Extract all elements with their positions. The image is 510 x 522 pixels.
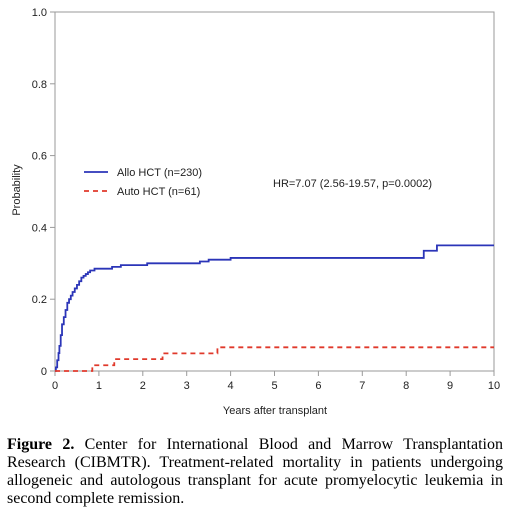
survival-chart: 0 0.2 0.4 0.6 0.8 1.0 0 1 2 3 4 5 6 7 8 9 10 Probabilit… xyxy=(11,7,500,417)
y-axis-label: Probability xyxy=(11,164,23,216)
y-tick-label: 0.8 xyxy=(32,79,47,91)
x-tick-label: 0 xyxy=(52,380,58,392)
y-tick-label: 0.6 xyxy=(32,151,47,163)
x-tick-label: 1 xyxy=(96,380,102,392)
x-tick-label: 7 xyxy=(359,380,365,392)
y-tick-label: 1.0 xyxy=(32,7,47,19)
x-tick-label: 6 xyxy=(315,380,321,392)
x-tick-label: 10 xyxy=(488,380,500,392)
legend: Allo HCT (n=230) Auto HCT (n=61) xyxy=(84,167,202,198)
series-layer xyxy=(54,244,494,372)
series-line-1 xyxy=(54,244,494,372)
hazard-ratio-annotation: HR=7.07 (2.56-19.57, p=0.0002) xyxy=(273,178,432,190)
y-tick-label: 0.2 xyxy=(32,294,47,306)
legend-label-1: Allo HCT (n=230) xyxy=(117,167,202,179)
x-axis-label: Years after transplant xyxy=(223,405,327,417)
legend-label-2: Auto HCT (n=61) xyxy=(117,186,200,198)
x-axis: 0 1 2 3 4 5 6 7 8 9 10 xyxy=(52,371,500,392)
caption-label: Figure 2. xyxy=(7,436,75,453)
x-tick-label: 8 xyxy=(403,380,409,392)
x-tick-label: 5 xyxy=(271,380,277,392)
x-tick-label: 4 xyxy=(228,380,234,392)
y-axis: 0 0.2 0.4 0.6 0.8 1.0 xyxy=(32,7,55,378)
caption-text: Center for International Blood and Marro… xyxy=(7,436,503,507)
series-line-2 xyxy=(55,346,494,372)
x-tick-label: 3 xyxy=(184,380,190,392)
y-tick-label: 0.4 xyxy=(32,222,47,234)
figure-caption: Figure 2. Center for International Blood… xyxy=(7,436,503,508)
x-tick-label: 2 xyxy=(140,380,146,392)
x-tick-label: 9 xyxy=(447,380,453,392)
y-tick-label: 0 xyxy=(41,366,47,378)
